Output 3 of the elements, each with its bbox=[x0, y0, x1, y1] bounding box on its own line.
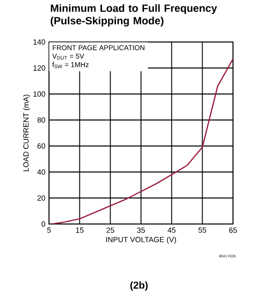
line-series bbox=[51, 58, 233, 224]
text: (2b) bbox=[130, 281, 148, 291]
chart-title: Minimum Load to Full Frequency (Pulse-Skipping Mode) bbox=[50, 4, 217, 27]
